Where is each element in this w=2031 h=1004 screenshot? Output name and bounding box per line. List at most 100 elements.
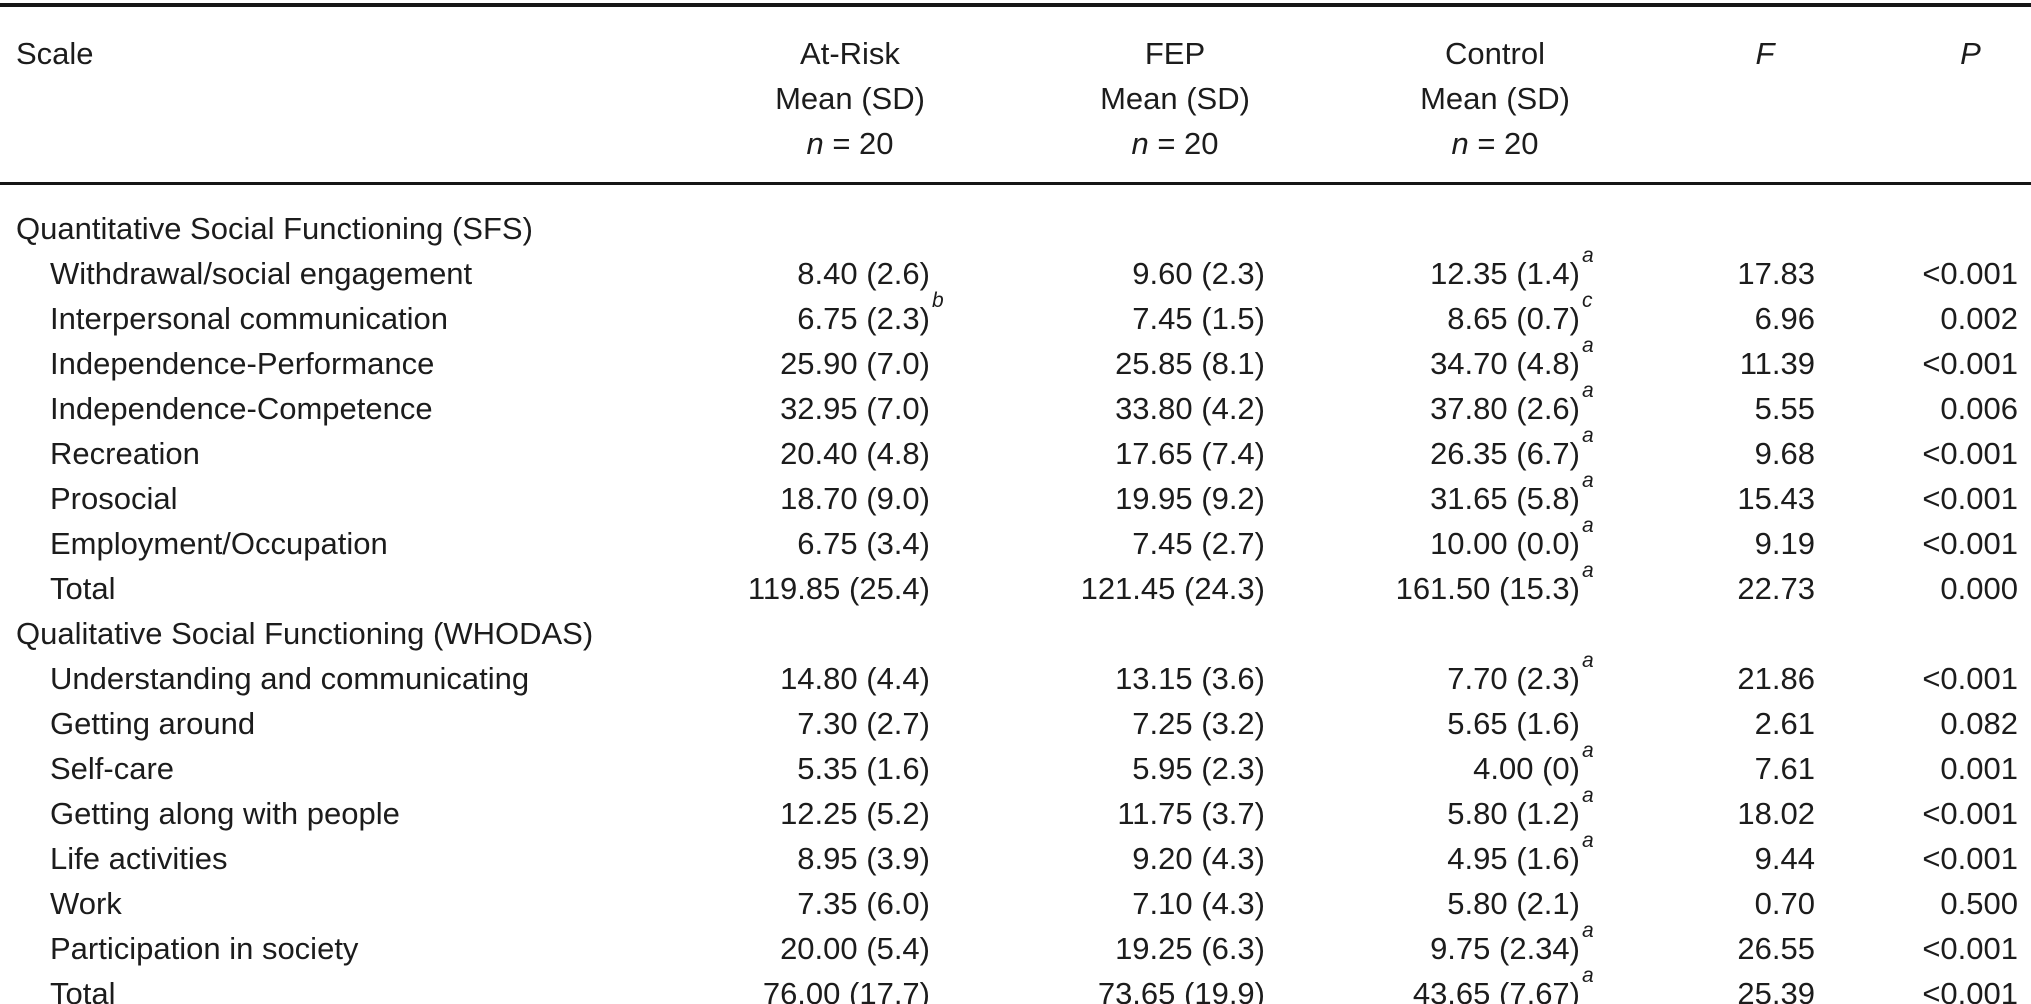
cell-fep: 9.60 (2.3) — [1020, 251, 1330, 296]
cell-p-value: <0.001 — [1870, 791, 2031, 836]
table-row: Employment/Occupation 6.75 (3.4) 7.45 (2.7… — [0, 515, 2031, 566]
table-header: Scale At-Risk Mean (SD) n = 20 FEP Mean … — [0, 5, 2031, 185]
cell-value: 0.002 — [1940, 297, 2018, 340]
cell-value: 5.55 — [1755, 387, 1815, 430]
cell-at-risk: 6.75 (3.4) — [600, 521, 1020, 566]
value-text: 9.20 (4.3) — [1132, 841, 1265, 876]
cell-value: 8.95 (3.9) — [797, 837, 930, 880]
cell-at-risk: 8.40 (2.6) — [600, 251, 1020, 296]
cell-p-value: <0.001 — [1870, 926, 2031, 971]
footnote-marker: a — [1582, 919, 1594, 942]
cell-f-statistic: 17.83 — [1660, 251, 1870, 296]
cell-f-statistic: 11.39 — [1660, 341, 1870, 386]
table-row: Total 119.85 (25.4) 121.45 (24.3) 161.50 (1… — [0, 560, 2031, 611]
cell-f-statistic: 26.55 — [1660, 926, 1870, 971]
footnote-marker: c — [1582, 289, 1593, 312]
table-row: Prosocial 18.70 (9.0) 19.95 (9.2) 31.65 (5.… — [0, 470, 2031, 521]
cell-value: 4.95 (1.6) a — [1447, 830, 1593, 880]
cell-value: 5.95 (2.3) — [1132, 747, 1265, 790]
table-row: Getting along with people 12.25 (5.2) 11.7… — [0, 785, 2031, 836]
scale-row-label: Life activities — [50, 841, 228, 876]
value-text: 31.65 (5.8) — [1430, 481, 1580, 516]
n-value: = 20 — [1148, 126, 1219, 161]
scale-row-label: Understanding and communicating — [50, 661, 530, 696]
scale-row-label: Self-care — [50, 751, 175, 786]
scale-row-label: Independence-Performance — [50, 346, 435, 381]
value-text: 7.70 (2.3) — [1447, 661, 1580, 696]
footnote-marker: a — [1582, 829, 1594, 852]
sample-size: n = 20 — [1020, 121, 1330, 166]
cell-value: 9.75 (2.34) a — [1430, 920, 1594, 970]
cell-value: 8.40 (2.6) — [797, 252, 930, 295]
value-text: <0.001 — [1922, 346, 2018, 381]
footnote-marker: b — [932, 289, 944, 312]
cell-value: <0.001 — [1922, 432, 2018, 475]
cell-value: 2.61 — [1755, 702, 1815, 745]
cell-value: 7.45 (2.7) — [1132, 522, 1265, 565]
cell-value: 11.39 — [1740, 342, 1815, 385]
cell-f-statistic: 2.61 — [1660, 701, 1870, 746]
cell-p-value: <0.001 — [1870, 476, 2031, 521]
footnote-marker: a — [1582, 964, 1594, 987]
section-row: Qualitative Social Functioning (WHODAS) — [0, 611, 2031, 656]
scale-row-label: Interpersonal communication — [50, 301, 449, 336]
cell-value: 76.00 (17.7) — [763, 972, 930, 1004]
value-text: 8.95 (3.9) — [797, 841, 930, 876]
cell-value: 5.80 (2.1) — [1447, 882, 1580, 925]
value-text: 2.61 — [1754, 706, 1815, 741]
cell-at-risk: 20.40 (4.8) — [600, 431, 1020, 476]
value-text: 17.83 — [1737, 256, 1815, 291]
cell-at-risk: 7.35 (6.0) — [600, 881, 1020, 926]
sample-size: n = 20 — [680, 121, 1020, 166]
value-text: 4.95 (1.6) — [1447, 841, 1580, 876]
cell-fep: 121.45 (24.3) — [1020, 566, 1330, 611]
scale-row-label: Prosocial — [50, 481, 178, 516]
group-name: FEP — [1144, 36, 1206, 71]
cell-value: 0.000 — [1940, 567, 2018, 610]
value-text: <0.001 — [1922, 931, 2018, 966]
table-row: Life activities 8.95 (3.9) 9.20 (4.3) 4.95 … — [0, 830, 2031, 881]
value-text: 7.45 (1.5) — [1132, 301, 1265, 336]
section-row: Quantitative Social Functioning (SFS) — [0, 184, 2031, 252]
cell-value: 6.96 — [1755, 297, 1815, 340]
stat-label: Mean (SD) — [1420, 81, 1570, 116]
value-text: 12.35 (1.4) — [1430, 256, 1580, 291]
value-text: 0.500 — [1940, 886, 2018, 921]
value-text: 9.68 — [1754, 436, 1815, 471]
scale-row-label: Employment/Occupation — [50, 526, 388, 561]
cell-at-risk: 32.95 (7.0) — [600, 386, 1020, 431]
table-row: Getting around 7.30 (2.7) 7.25 (3.2) 5.65 (… — [0, 701, 2031, 746]
table-row: Self-care 5.35 (1.6) 5.95 (2.3) 4.00 (0) a 7.… — [0, 740, 2031, 791]
value-text: 76.00 (17.7) — [762, 976, 930, 1004]
scale-row-label: Work — [50, 886, 122, 921]
cell-value: 12.35 (1.4) a — [1430, 245, 1594, 295]
cell-value: 5.35 (1.6) — [797, 747, 930, 790]
cell-at-risk: 12.25 (5.2) — [600, 791, 1020, 836]
cell-fep: 17.65 (7.4) — [1020, 431, 1330, 476]
value-text: 7.30 (2.7) — [797, 706, 930, 741]
group-name: Control — [1445, 36, 1545, 71]
cell-value: 0.500 — [1940, 882, 2018, 925]
cell-control: 8.65 (0.7) c — [1330, 290, 1660, 341]
cell-value: 4.00 (0) a — [1473, 740, 1594, 790]
cell-at-risk: 119.85 (25.4) — [600, 566, 1020, 611]
n-symbol: n — [1131, 126, 1149, 161]
cell-p-value: 0.000 — [1870, 566, 2031, 611]
cell-p-value: <0.001 — [1870, 971, 2031, 1004]
value-text: 5.80 (2.1) — [1447, 886, 1580, 921]
stat-label: Mean (SD) — [775, 81, 925, 116]
cell-p-value: 0.001 — [1870, 746, 2031, 791]
cell-value: 9.60 (2.3) — [1132, 252, 1265, 295]
cell-value: <0.001 — [1922, 837, 2018, 880]
value-text: <0.001 — [1922, 256, 2018, 291]
scale-row-label: Getting along with people — [50, 796, 400, 831]
value-text: <0.001 — [1922, 841, 2018, 876]
value-text: 18.70 (9.0) — [780, 481, 930, 516]
value-text: 11.75 (3.7) — [1117, 796, 1265, 831]
value-text: 5.35 (1.6) — [797, 751, 930, 786]
footnote-marker: a — [1582, 559, 1594, 582]
scale-row-label: Independence-Competence — [50, 391, 433, 426]
cell-p-value: <0.001 — [1870, 341, 2031, 386]
value-text: 19.25 (6.3) — [1115, 931, 1265, 966]
value-text: 0.082 — [1940, 706, 2018, 741]
